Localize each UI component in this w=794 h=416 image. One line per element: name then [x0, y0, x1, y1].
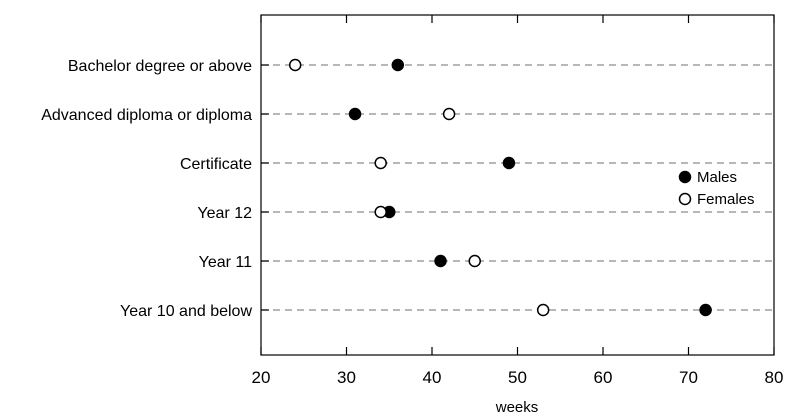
- category-label: Year 10 and below: [120, 303, 252, 320]
- legend: Males Females: [678, 169, 755, 208]
- category-label: Year 11: [199, 254, 252, 271]
- point-females: [374, 156, 387, 170]
- category-label: Certificate: [180, 156, 252, 173]
- point-females: [442, 107, 456, 121]
- point-females: [288, 58, 302, 72]
- point-females: [536, 303, 550, 317]
- x-tick-label: 70: [679, 368, 698, 387]
- point-males: [434, 254, 447, 268]
- x-tick-label: 30: [337, 368, 356, 387]
- x-axis-ticks: 20 30 40 50 60 70 80: [252, 15, 784, 387]
- category-label: Bachelor degree or above: [68, 58, 252, 75]
- x-tick-label: 60: [594, 368, 613, 387]
- legend-label-females: Females: [697, 191, 755, 208]
- x-tick-label: 50: [508, 368, 527, 387]
- legend-marker-males: [678, 170, 692, 184]
- point-females: [374, 205, 387, 219]
- x-tick-label: 20: [252, 368, 271, 387]
- data-points: [288, 58, 712, 317]
- point-males: [502, 156, 516, 170]
- category-label: Advanced diploma or diploma: [41, 107, 252, 124]
- x-tick-label: 40: [423, 368, 442, 387]
- x-tick-label: 80: [765, 368, 784, 387]
- point-males: [699, 303, 712, 317]
- category-labels: Bachelor degree or above Advanced diploma…: [41, 58, 252, 320]
- point-females: [468, 254, 481, 268]
- point-males: [348, 107, 362, 121]
- point-males: [391, 58, 405, 72]
- legend-marker-females: [678, 192, 692, 206]
- legend-label-males: Males: [697, 169, 737, 186]
- category-guide-lines: [261, 64, 774, 311]
- x-axis-title: weeks: [495, 399, 539, 416]
- category-label: Year 12: [197, 205, 252, 222]
